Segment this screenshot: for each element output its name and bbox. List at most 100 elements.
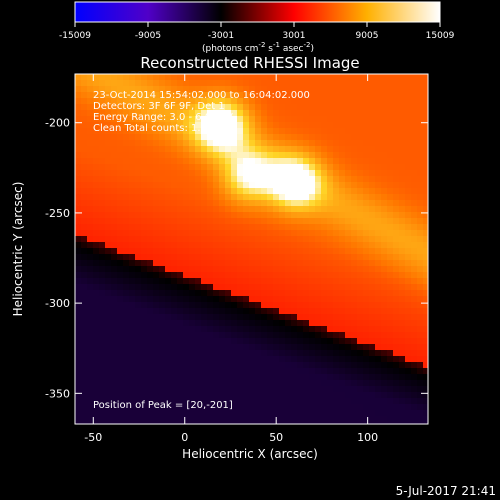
heatmap-cell (111, 278, 118, 285)
heatmap-cell (135, 326, 142, 333)
heatmap-cell (327, 416, 334, 423)
heatmap-cell (249, 296, 256, 303)
heatmap-cell (123, 74, 130, 81)
heatmap-cell (261, 140, 268, 147)
heatmap-cell (231, 164, 238, 171)
heatmap-cell (219, 272, 226, 279)
heatmap-cell (189, 98, 196, 105)
heatmap-cell (261, 410, 268, 417)
heatmap-cell (339, 374, 346, 381)
heatmap-cell (219, 182, 226, 189)
heatmap-cell (165, 344, 172, 351)
heatmap-cell (273, 266, 280, 273)
heatmap-cell (201, 404, 208, 411)
heatmap-cell (363, 398, 370, 405)
heatmap-cell (357, 188, 364, 195)
heatmap-cell (201, 332, 208, 339)
heatmap-cell (243, 422, 250, 425)
heatmap-cell (117, 152, 124, 159)
heatmap-cell (267, 92, 274, 99)
heatmap-cell (261, 122, 268, 129)
heatmap-cell (135, 290, 142, 297)
heatmap-cell (339, 314, 346, 321)
heatmap-cell (165, 206, 172, 213)
heatmap-cell (105, 380, 112, 387)
heatmap-cell (363, 332, 370, 339)
heatmap-cell (99, 416, 106, 423)
heatmap-cell (147, 326, 154, 333)
heatmap-cell (225, 170, 232, 177)
heatmap-cell (315, 140, 322, 147)
heatmap-cell (261, 302, 268, 309)
heatmap-cell (333, 308, 340, 315)
heatmap-cell (339, 338, 346, 345)
heatmap-cell (147, 134, 154, 141)
heatmap-cell (399, 176, 406, 183)
heatmap-cell (75, 350, 82, 357)
heatmap-cell (177, 122, 184, 129)
heatmap-cell (321, 182, 328, 189)
heatmap-cell (183, 368, 190, 375)
heatmap-cell (141, 200, 148, 207)
heatmap-cell (267, 260, 274, 267)
heatmap-cell (339, 74, 346, 81)
heatmap-cell (309, 422, 316, 425)
heatmap-cell (129, 80, 136, 87)
heatmap-cell (297, 212, 304, 219)
heatmap-cell (183, 416, 190, 423)
heatmap-cell (75, 158, 82, 165)
heatmap-cell (381, 314, 388, 321)
heatmap-cell (219, 224, 226, 231)
heatmap-cell (423, 314, 429, 321)
heatmap-cell (213, 188, 220, 195)
heatmap-cell (105, 320, 112, 327)
heatmap-cell (423, 158, 429, 165)
heatmap-cell (393, 344, 400, 351)
heatmap-cell (177, 230, 184, 237)
heatmap-cell (267, 404, 274, 411)
heatmap-cell (315, 290, 322, 297)
heatmap-cell (93, 110, 100, 117)
heatmap-cell (135, 80, 142, 87)
heatmap-cell (291, 170, 298, 177)
heatmap-cell (243, 242, 250, 249)
heatmap-cell (159, 188, 166, 195)
heatmap-cell (237, 254, 244, 261)
heatmap-cell (93, 278, 100, 285)
heatmap-cell (141, 254, 148, 261)
heatmap-cell (87, 266, 94, 273)
heatmap-cell (303, 404, 310, 411)
heatmap-cell (351, 98, 358, 105)
heatmap-cell (417, 122, 424, 129)
heatmap-cell (237, 374, 244, 381)
heatmap-cell (261, 176, 268, 183)
heatmap-cell (183, 74, 190, 81)
heatmap-cell (381, 290, 388, 297)
heatmap-cell (381, 176, 388, 183)
heatmap-cell (345, 110, 352, 117)
heatmap-cell (381, 170, 388, 177)
heatmap-cell (369, 332, 376, 339)
chart-title: Reconstructed RHESSI Image (140, 54, 359, 72)
heatmap-cell (309, 362, 316, 369)
heatmap-cell (297, 242, 304, 249)
heatmap-cell (123, 254, 130, 261)
heatmap-cell (321, 290, 328, 297)
heatmap-cell (351, 266, 358, 273)
heatmap-cell (369, 200, 376, 207)
heatmap-cell (417, 110, 424, 117)
heatmap-cell (297, 164, 304, 171)
heatmap-cell (75, 194, 82, 201)
heatmap-cell (99, 242, 106, 249)
heatmap-cell (159, 158, 166, 165)
heatmap-cell (303, 92, 310, 99)
heatmap-cell (423, 242, 429, 249)
heatmap-cell (189, 272, 196, 279)
heatmap-cell (135, 146, 142, 153)
heatmap-cell (87, 86, 94, 93)
heatmap-cell (165, 290, 172, 297)
heatmap-cell (375, 152, 382, 159)
heatmap-cell (177, 422, 184, 425)
heatmap-cell (75, 308, 82, 315)
heatmap-cell (225, 380, 232, 387)
